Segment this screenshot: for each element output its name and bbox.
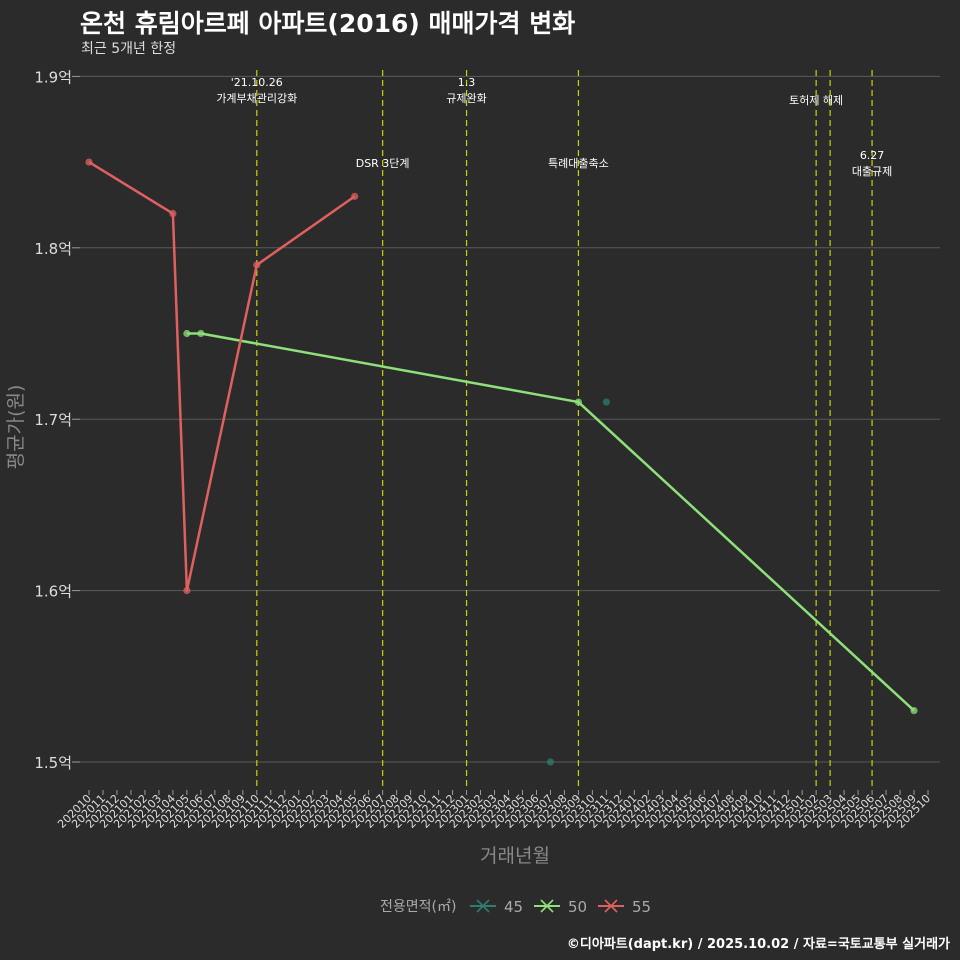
event-label: 특례대출축소 bbox=[548, 157, 609, 170]
series-line-50 bbox=[186, 332, 915, 712]
chart-subtitle: 최근 5개년 한정 bbox=[81, 41, 177, 57]
event-label: 6.27 bbox=[860, 149, 885, 162]
event-label: 대출규제 bbox=[852, 165, 892, 178]
data-point-50 bbox=[574, 398, 583, 406]
axis-layer: 1.5억1.6억1.7억1.8억1.9억20201020201120201220… bbox=[5, 68, 933, 867]
source-credit: ©디아파트(dapt.kr) / 2025.10.02 / 자료=국토교통부 실… bbox=[566, 937, 950, 952]
event-label: 규제완화 bbox=[446, 92, 486, 105]
data-point-55 bbox=[351, 192, 359, 200]
data-point-55 bbox=[253, 261, 261, 269]
y-tick-label: 1.6억 bbox=[34, 583, 72, 601]
x-axis-title: 거래년월 bbox=[480, 845, 550, 867]
legend-label-55: 55 bbox=[632, 898, 651, 916]
legend-key-cross bbox=[476, 899, 490, 913]
event-label: 가계부채관리강화 bbox=[216, 92, 297, 105]
legend-key-cross bbox=[540, 899, 554, 913]
event-label: DSR 3단계 bbox=[356, 157, 410, 170]
series-line-55 bbox=[88, 161, 356, 592]
data-point-50 bbox=[197, 329, 205, 338]
data-point-50 bbox=[910, 706, 918, 715]
y-tick-label: 1.5억 bbox=[34, 754, 72, 772]
data-point-45 bbox=[602, 398, 610, 406]
event-label: 토허제 해제 bbox=[789, 93, 843, 107]
y-tick-label: 1.8억 bbox=[34, 240, 72, 258]
legend-key-cross bbox=[604, 899, 618, 913]
legend-label-45: 45 bbox=[504, 898, 523, 916]
y-axis-title: 평균가(원) bbox=[5, 385, 27, 470]
event-label: 1.3 bbox=[458, 76, 476, 89]
legend-title: 전용면적(㎡) bbox=[380, 899, 456, 915]
y-tick-label: 1.7억 bbox=[34, 411, 72, 429]
chart-title: 온천 휴림아르페 아파트(2016) 매매가격 변화 bbox=[80, 9, 576, 38]
y-tick-label: 1.9억 bbox=[34, 68, 72, 86]
data-point-55 bbox=[183, 587, 191, 595]
data-point-45 bbox=[546, 758, 555, 766]
legend-label-50: 50 bbox=[568, 898, 587, 916]
event-label: '21.10.26 bbox=[231, 76, 283, 89]
data-point-55 bbox=[85, 158, 93, 166]
data-point-50 bbox=[183, 329, 191, 338]
legend-layer: 전용면적(㎡) 45 50 55 bbox=[380, 898, 651, 916]
grid-layer bbox=[80, 75, 940, 763]
data-point-55 bbox=[169, 209, 177, 218]
series-layer bbox=[85, 158, 918, 766]
